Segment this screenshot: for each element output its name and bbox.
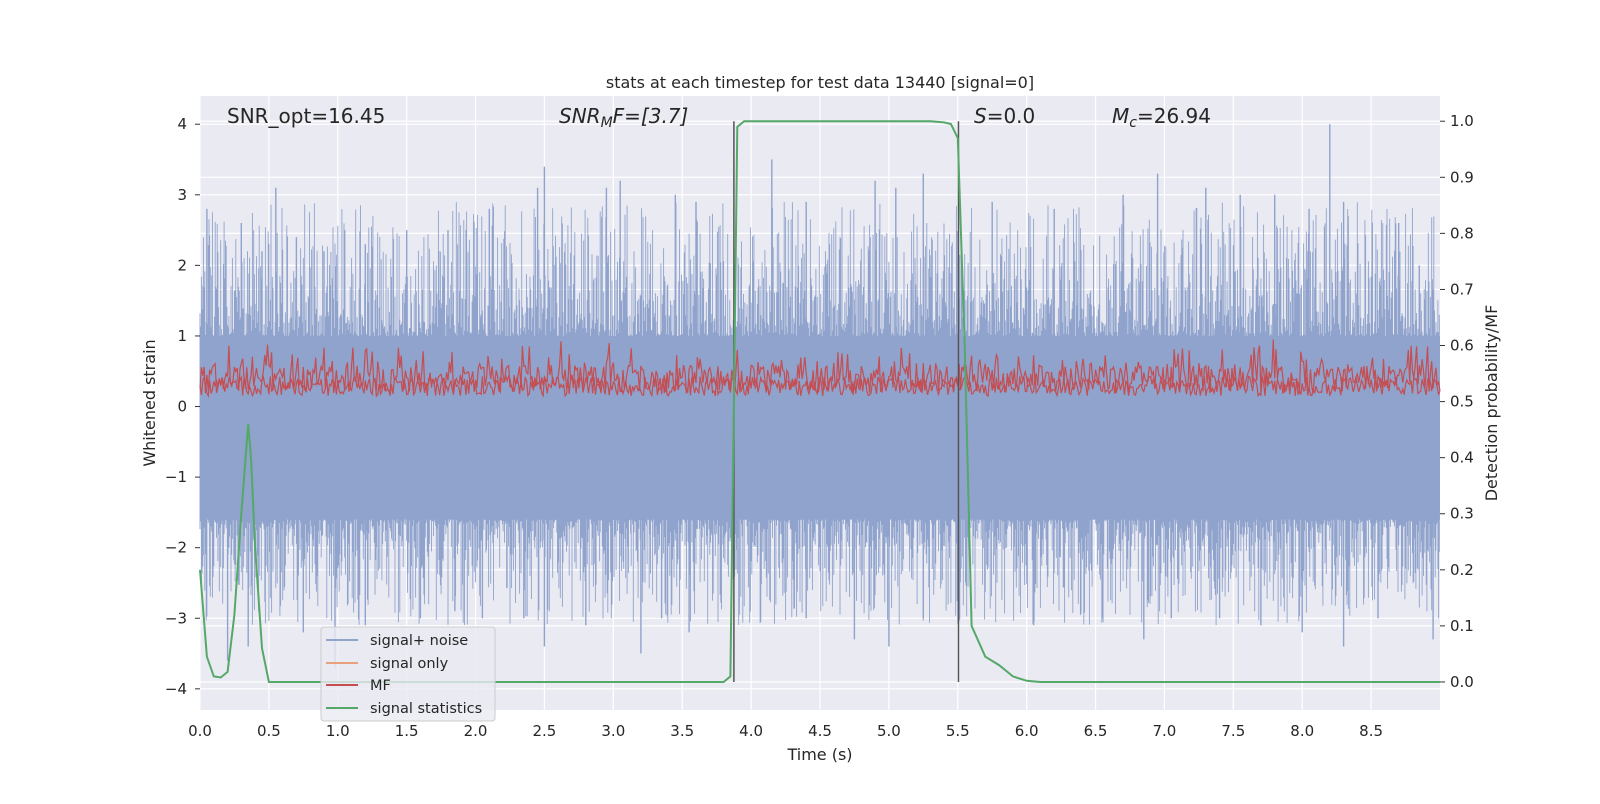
legend-label-signal-statistics: signal statistics xyxy=(370,701,482,717)
legend: signal+ noise signal only MF signal stat… xyxy=(320,626,496,722)
x-tick-label: 0.5 xyxy=(257,722,281,740)
x-tick-label: 1.5 xyxy=(395,722,419,740)
y2-tick-label: 0.9 xyxy=(1450,168,1474,186)
x-tick-label: 0.0 xyxy=(188,722,212,740)
annotation-snr-mf: SNRMF=[3.7] xyxy=(559,104,688,131)
y2-tick-label: 1.0 xyxy=(1450,112,1474,130)
y-tick-label: 2 xyxy=(177,256,187,274)
x-axis-label: Time (s) xyxy=(786,745,852,764)
x-tick-label: 2.0 xyxy=(464,722,488,740)
signal-statistics-series xyxy=(199,120,1440,683)
signal-noise-series xyxy=(199,124,1440,668)
x-tick-label: 4.0 xyxy=(739,722,763,740)
y2-tick-label: 0.8 xyxy=(1450,224,1474,242)
x-tick-label: 3.5 xyxy=(670,722,694,740)
y2-tick-label: 0.4 xyxy=(1450,449,1474,467)
x-tick-label: 7.5 xyxy=(1221,722,1245,740)
x-tick-labels: 0.0 0.5 1.0 1.5 2.0 2.5 3.0 3.5 4.0 4.5 5.0 5.5 6.0 6… xyxy=(188,722,1383,740)
y-tick-labels: 4 3 2 1 0 −1 −2 −3 −4 xyxy=(165,115,200,698)
chart-title: stats at each timestep for test data 134… xyxy=(606,73,1034,92)
y2-tick-label: 0.1 xyxy=(1450,617,1474,635)
x-tick-label: 3.0 xyxy=(601,722,625,740)
y2-tick-label: 0.5 xyxy=(1450,393,1474,411)
legend-label-mf: MF xyxy=(370,678,391,694)
noise-spikes xyxy=(206,124,1434,668)
y-tick-label: 1 xyxy=(177,327,187,345)
y-tick-label: 4 xyxy=(177,115,187,133)
y2-tick-labels: 1.0 0.9 0.8 0.7 0.6 0.5 0.4 0.3 0.2 0.1 0.0 xyxy=(1440,112,1474,691)
signal-statistics-line xyxy=(199,120,1440,683)
y-tick-label: −1 xyxy=(165,468,187,486)
y2-tick-label: 0.7 xyxy=(1450,280,1474,298)
y-tick-label: −3 xyxy=(165,609,187,627)
x-tick-label: 2.5 xyxy=(533,722,557,740)
x-tick-label: 4.5 xyxy=(808,722,832,740)
legend-label-signal-only: signal only xyxy=(370,656,449,672)
annotation-s: S=0.0 xyxy=(974,104,1035,128)
y-tick-label: 3 xyxy=(177,186,187,204)
x-tick-label: 5.5 xyxy=(946,722,970,740)
x-tick-label: 6.5 xyxy=(1084,722,1108,740)
legend-box xyxy=(320,626,496,722)
mf-series xyxy=(199,339,1441,399)
y-axis-label: Whitened strain xyxy=(140,339,159,466)
x-tick-label: 8.0 xyxy=(1290,722,1314,740)
x-tick-label: 6.0 xyxy=(1015,722,1039,740)
mf-line-lower xyxy=(199,374,1441,399)
y-tick-label: −2 xyxy=(165,539,187,557)
x-tick-label: 1.0 xyxy=(326,722,350,740)
y-tick-label: 0 xyxy=(177,398,187,416)
legend-label-signal-noise: signal+ noise xyxy=(370,633,468,649)
annotation-mc: Mc=26.94 xyxy=(1112,104,1211,131)
y2-tick-label: 0.3 xyxy=(1450,505,1474,523)
y2-tick-label: 0.2 xyxy=(1450,561,1474,579)
x-tick-label: 7.0 xyxy=(1153,722,1177,740)
x-tick-label: 5.0 xyxy=(877,722,901,740)
y2-tick-label: 0.6 xyxy=(1450,337,1474,355)
annotation-snr-opt: SNR_opt=16.45 xyxy=(227,104,385,128)
y2-axis-label: Detection probability/MF xyxy=(1482,305,1501,502)
x-tick-label: 8.5 xyxy=(1359,722,1383,740)
y2-tick-label: 0.0 xyxy=(1450,673,1474,691)
y-tick-label: −4 xyxy=(165,680,187,698)
